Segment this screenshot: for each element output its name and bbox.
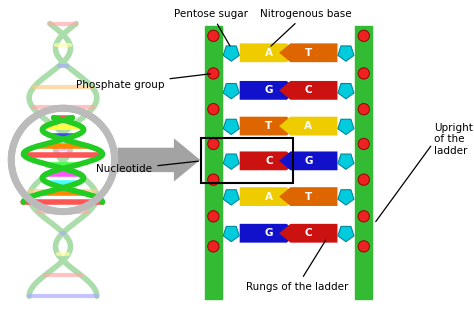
Text: C: C [304, 85, 312, 95]
Text: G: G [304, 156, 312, 166]
Text: Phosphate group: Phosphate group [76, 74, 210, 90]
Polygon shape [223, 119, 239, 135]
Text: Upright
of the
ladder: Upright of the ladder [434, 123, 473, 156]
Polygon shape [279, 81, 337, 100]
Text: C: C [265, 156, 273, 166]
Polygon shape [223, 226, 239, 242]
Circle shape [208, 104, 219, 115]
Circle shape [358, 174, 369, 185]
Text: G: G [264, 85, 273, 95]
Polygon shape [223, 154, 239, 169]
Polygon shape [223, 83, 239, 99]
Circle shape [208, 211, 219, 222]
Text: C: C [304, 228, 312, 238]
Text: Nitrogenous base: Nitrogenous base [260, 9, 351, 46]
Polygon shape [279, 43, 337, 62]
Polygon shape [279, 151, 337, 170]
Text: A: A [265, 191, 273, 202]
Polygon shape [279, 117, 337, 136]
Polygon shape [279, 224, 337, 243]
Polygon shape [338, 83, 354, 99]
Circle shape [208, 241, 219, 252]
Bar [205, 27, 222, 299]
Circle shape [358, 138, 369, 149]
Circle shape [358, 241, 369, 252]
Text: T: T [305, 48, 312, 58]
Polygon shape [338, 46, 354, 61]
Bar [356, 27, 372, 299]
Polygon shape [240, 224, 298, 243]
Polygon shape [338, 154, 354, 169]
Circle shape [13, 110, 113, 210]
Circle shape [208, 30, 219, 41]
Circle shape [208, 174, 219, 185]
Bar [201, 138, 293, 183]
Circle shape [208, 68, 219, 79]
Polygon shape [118, 138, 200, 181]
Polygon shape [240, 43, 298, 62]
Polygon shape [279, 187, 337, 206]
Circle shape [358, 30, 369, 41]
Text: T: T [265, 121, 273, 131]
Polygon shape [240, 117, 298, 136]
Polygon shape [338, 226, 354, 242]
Text: Pentose sugar: Pentose sugar [174, 9, 248, 46]
Polygon shape [223, 190, 239, 205]
Circle shape [358, 211, 369, 222]
Circle shape [358, 104, 369, 115]
Polygon shape [338, 119, 354, 135]
Text: T: T [305, 191, 312, 202]
Polygon shape [240, 151, 298, 170]
Polygon shape [338, 190, 354, 205]
Polygon shape [240, 187, 298, 206]
Text: G: G [264, 228, 273, 238]
Text: A: A [265, 48, 273, 58]
Circle shape [208, 138, 219, 149]
Circle shape [358, 68, 369, 79]
Polygon shape [223, 46, 239, 61]
Text: Nucleotide: Nucleotide [96, 161, 199, 174]
Polygon shape [240, 81, 298, 100]
Text: A: A [304, 121, 312, 131]
Text: Rungs of the ladder: Rungs of the ladder [246, 240, 348, 292]
